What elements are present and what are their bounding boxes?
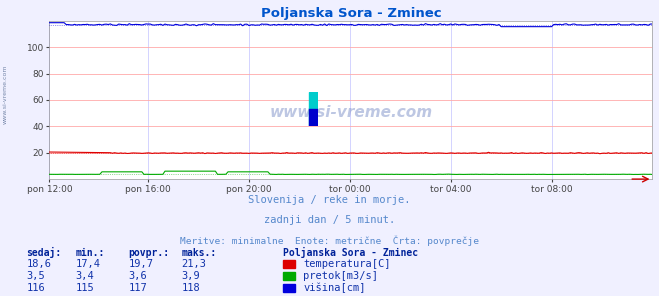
Text: sedaj:: sedaj: <box>26 247 61 258</box>
Title: Poljanska Sora - Zminec: Poljanska Sora - Zminec <box>260 7 442 20</box>
Text: 3,4: 3,4 <box>76 271 94 281</box>
Text: www.si-vreme.com: www.si-vreme.com <box>3 65 8 125</box>
Text: 117: 117 <box>129 283 147 293</box>
Text: www.si-vreme.com: www.si-vreme.com <box>270 105 432 120</box>
Text: 17,4: 17,4 <box>76 259 101 269</box>
Text: Meritve: minimalne  Enote: metrične  Črta: povprečje: Meritve: minimalne Enote: metrične Črta:… <box>180 236 479 246</box>
Text: 19,7: 19,7 <box>129 259 154 269</box>
Text: 18,6: 18,6 <box>26 259 51 269</box>
Text: 115: 115 <box>76 283 94 293</box>
Text: povpr.:: povpr.: <box>129 248 169 258</box>
Text: 118: 118 <box>181 283 200 293</box>
Text: zadnji dan / 5 minut.: zadnji dan / 5 minut. <box>264 215 395 226</box>
Text: 116: 116 <box>26 283 45 293</box>
Text: Poljanska Sora - Zminec: Poljanska Sora - Zminec <box>283 247 418 258</box>
Text: 3,6: 3,6 <box>129 271 147 281</box>
Text: višina[cm]: višina[cm] <box>303 282 366 293</box>
Text: temperatura[C]: temperatura[C] <box>303 259 391 269</box>
Text: min.:: min.: <box>76 248 105 258</box>
Bar <box>309 109 318 126</box>
Text: Slovenija / reke in morje.: Slovenija / reke in morje. <box>248 195 411 205</box>
Text: 3,9: 3,9 <box>181 271 200 281</box>
Text: 3,5: 3,5 <box>26 271 45 281</box>
Text: pretok[m3/s]: pretok[m3/s] <box>303 271 378 281</box>
Text: maks.:: maks.: <box>181 248 216 258</box>
Text: 21,3: 21,3 <box>181 259 206 269</box>
Bar <box>309 92 318 126</box>
